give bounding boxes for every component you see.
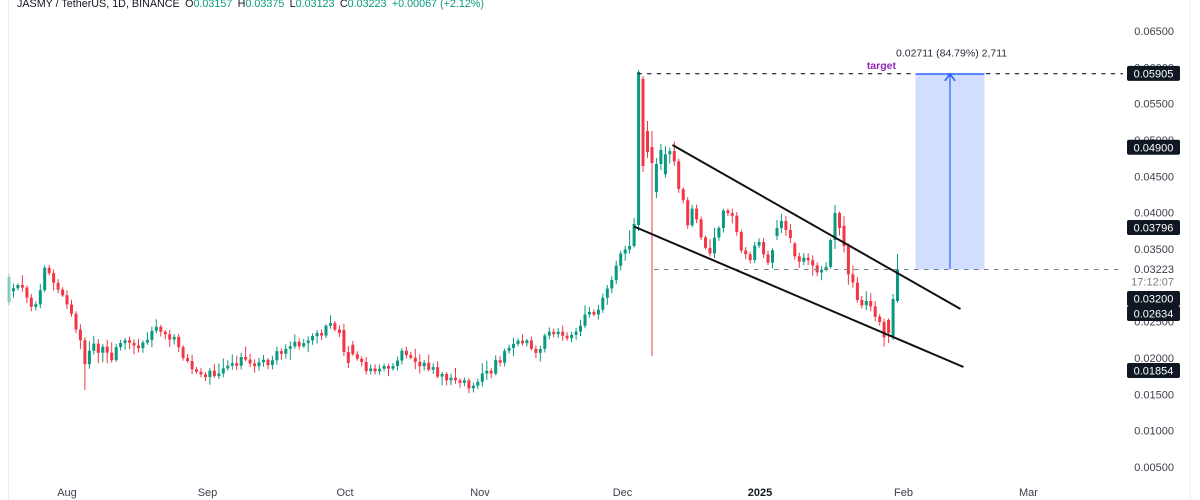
svg-text:JASMY / TetherUS, 1D, BINANCE: JASMY / TetherUS, 1D, BINANCE O0.03157 H… (17, 0, 484, 10)
svg-text:0.03223: 0.03223 (1134, 264, 1174, 276)
svg-text:17:12:07: 17:12:07 (1131, 277, 1174, 289)
svg-text:Aug: Aug (57, 487, 77, 499)
svg-text:0.05905: 0.05905 (1134, 68, 1174, 80)
svg-text:Mar: Mar (1019, 487, 1038, 499)
svg-text:0.03200: 0.03200 (1134, 294, 1174, 306)
svg-text:0.00500: 0.00500 (1134, 462, 1174, 474)
svg-text:0.05500: 0.05500 (1134, 99, 1174, 111)
svg-text:target: target (867, 60, 897, 72)
svg-text:0.01500: 0.01500 (1134, 389, 1174, 401)
svg-text:Nov: Nov (470, 487, 490, 499)
svg-text:Feb: Feb (894, 487, 913, 499)
svg-text:0.02000: 0.02000 (1134, 353, 1174, 365)
svg-text:2025: 2025 (748, 487, 772, 499)
svg-text:Oct: Oct (336, 487, 353, 499)
svg-text:Sep: Sep (198, 487, 218, 499)
svg-text:0.03500: 0.03500 (1134, 244, 1174, 256)
svg-text:0.04000: 0.04000 (1134, 208, 1174, 220)
svg-text:0.03796: 0.03796 (1134, 223, 1174, 235)
svg-text:Dec: Dec (613, 487, 633, 499)
svg-text:0.06500: 0.06500 (1134, 26, 1174, 38)
svg-text:0.04500: 0.04500 (1134, 171, 1174, 183)
svg-text:0.02634: 0.02634 (1134, 309, 1174, 321)
svg-text:0.02711 (84.79%) 2,711: 0.02711 (84.79%) 2,711 (896, 48, 1007, 60)
svg-text:0.04900: 0.04900 (1134, 142, 1174, 154)
svg-text:0.01000: 0.01000 (1134, 426, 1174, 438)
svg-text:0.01854: 0.01854 (1134, 366, 1174, 378)
